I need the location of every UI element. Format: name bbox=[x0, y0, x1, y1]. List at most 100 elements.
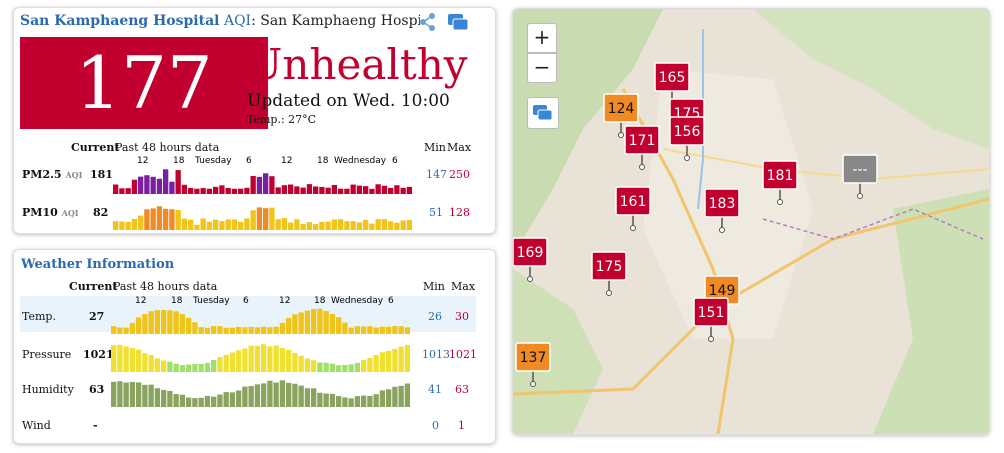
station-name[interactable]: San Kamphaeng Hospital bbox=[20, 13, 220, 29]
history-bar bbox=[163, 169, 168, 194]
wx-wind-min: 0 bbox=[432, 419, 439, 432]
pm25-min: 147 bbox=[426, 168, 447, 181]
history-bar bbox=[294, 219, 299, 230]
history-bar bbox=[324, 311, 329, 334]
map-marker-value: 171 bbox=[629, 133, 656, 149]
weather-title: Weather Information bbox=[21, 257, 174, 272]
map-marker-value: 124 bbox=[608, 101, 635, 117]
history-bar bbox=[213, 187, 218, 194]
history-bar bbox=[180, 314, 185, 334]
pm10-min: 51 bbox=[429, 206, 443, 219]
history-bar bbox=[357, 222, 362, 230]
history-bar bbox=[301, 188, 306, 194]
history-bar bbox=[242, 327, 247, 334]
history-bar bbox=[124, 383, 129, 407]
history-bar bbox=[124, 346, 129, 372]
history-bar bbox=[405, 384, 410, 407]
history-bar bbox=[374, 355, 379, 372]
map-marker-value: 175 bbox=[596, 259, 623, 275]
history-bar bbox=[126, 188, 131, 194]
layers-icon[interactable] bbox=[446, 11, 470, 33]
history-bar bbox=[226, 219, 231, 230]
history-bar bbox=[405, 345, 410, 372]
history-bar bbox=[192, 364, 197, 372]
history-bar bbox=[176, 210, 181, 230]
history-bar bbox=[374, 394, 379, 407]
pressure-bars[interactable] bbox=[111, 338, 417, 372]
updated-time: Updated on Wed. 10:00 bbox=[247, 91, 450, 111]
history-bar bbox=[117, 327, 122, 334]
map-marker-value: 169 bbox=[517, 245, 544, 261]
history-bar bbox=[392, 349, 397, 372]
history-bar bbox=[205, 363, 210, 372]
history-bar bbox=[292, 384, 297, 407]
history-bar bbox=[407, 187, 412, 194]
pm10-bars[interactable] bbox=[113, 196, 419, 230]
map-layers-button[interactable] bbox=[527, 97, 559, 129]
history-bar bbox=[261, 383, 266, 407]
history-bar bbox=[117, 381, 122, 407]
wx-temp-current: 27 bbox=[89, 310, 104, 323]
history-bar bbox=[261, 327, 266, 334]
history-bar bbox=[192, 398, 197, 407]
history-bar bbox=[199, 364, 204, 372]
history-bar bbox=[157, 206, 162, 230]
map-marker-value: 151 bbox=[698, 305, 725, 321]
aqi-card: San Kamphaeng Hospital AQI: San Kamphaen… bbox=[13, 7, 496, 234]
history-bar bbox=[201, 188, 206, 194]
history-bar bbox=[188, 188, 193, 194]
history-bar bbox=[344, 189, 349, 194]
wx-pressure-label: Pressure bbox=[22, 348, 71, 361]
map-panel[interactable]: 165 124 175 171 156 181 161 183 169 175 149 151 137-… bbox=[512, 8, 990, 435]
history-bar bbox=[336, 365, 341, 372]
history-bar bbox=[205, 396, 210, 407]
history-bar bbox=[380, 327, 385, 334]
history-bar bbox=[349, 364, 354, 372]
history-bar bbox=[211, 360, 216, 372]
history-bar bbox=[363, 220, 368, 230]
history-bar bbox=[111, 326, 116, 334]
history-bar bbox=[230, 328, 235, 334]
history-bar bbox=[124, 328, 129, 334]
history-bar bbox=[151, 208, 156, 230]
pm10-current: 82 bbox=[93, 206, 108, 219]
history-bar bbox=[399, 326, 404, 334]
wx-temp-max: 30 bbox=[455, 310, 469, 323]
map-canvas[interactable]: 165124 175171156181161 183169175149151137-… bbox=[513, 9, 989, 434]
history-bar bbox=[192, 322, 197, 334]
history-bar bbox=[280, 323, 285, 334]
history-bar bbox=[199, 398, 204, 407]
history-bar bbox=[138, 216, 143, 230]
history-bar bbox=[211, 326, 216, 334]
share-icon[interactable] bbox=[418, 11, 438, 33]
wx-pressure-current: 1021 bbox=[83, 348, 114, 361]
history-bar bbox=[236, 327, 241, 334]
history-bar bbox=[367, 396, 372, 407]
history-bar bbox=[238, 222, 243, 230]
history-bar bbox=[361, 396, 366, 407]
history-bar bbox=[386, 389, 391, 407]
history-bar bbox=[169, 209, 174, 230]
humidity-bars[interactable] bbox=[111, 373, 417, 407]
history-bar bbox=[224, 328, 229, 334]
history-bar bbox=[217, 326, 222, 334]
history-bar bbox=[332, 185, 337, 194]
wx-humidity-label: Humidity bbox=[22, 383, 74, 396]
history-bar bbox=[161, 310, 166, 334]
zoom-out-button[interactable]: − bbox=[527, 53, 557, 83]
history-bar bbox=[126, 222, 131, 230]
history-bar bbox=[311, 360, 316, 372]
history-bar bbox=[282, 185, 287, 194]
history-bar bbox=[394, 223, 399, 230]
map-marker-value: 161 bbox=[620, 194, 647, 210]
pm25-bars[interactable] bbox=[113, 160, 419, 194]
history-bar bbox=[244, 218, 249, 230]
history-bar bbox=[182, 219, 187, 230]
zoom-in-button[interactable]: + bbox=[527, 23, 557, 53]
temp-bars[interactable] bbox=[111, 300, 417, 334]
wx-humidity-max: 63 bbox=[455, 383, 469, 396]
history-bar bbox=[230, 392, 235, 407]
history-bar bbox=[299, 386, 304, 407]
history-bar bbox=[113, 221, 118, 230]
history-bar bbox=[369, 224, 374, 230]
